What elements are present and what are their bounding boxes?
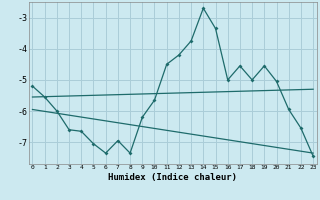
X-axis label: Humidex (Indice chaleur): Humidex (Indice chaleur) (108, 173, 237, 182)
